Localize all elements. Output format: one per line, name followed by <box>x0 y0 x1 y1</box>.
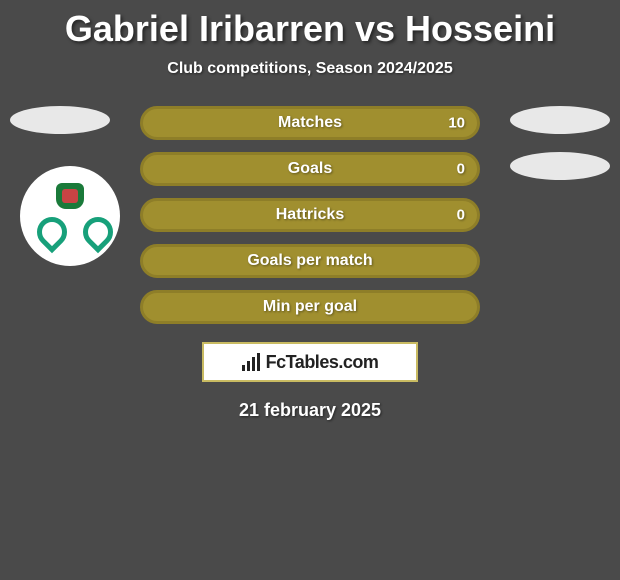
page-subtitle: Club competitions, Season 2024/2025 <box>0 60 620 78</box>
stat-bar-matches: Matches 10 <box>140 106 480 140</box>
stat-label: Goals <box>288 160 332 178</box>
stat-bar-min-per-goal: Min per goal <box>140 290 480 324</box>
team-badge-graphic <box>35 181 105 251</box>
stat-bar-hattricks: Hattricks 0 <box>140 198 480 232</box>
stat-bars: Matches 10 Goals 0 Hattricks 0 Goals per… <box>140 106 480 324</box>
stat-label: Hattricks <box>276 206 344 224</box>
stat-bar-goals: Goals 0 <box>140 152 480 186</box>
stat-label: Matches <box>278 114 342 132</box>
brand-box: FcTables.com <box>202 342 418 382</box>
pin-icon <box>83 217 103 245</box>
stat-value-right: 0 <box>457 161 465 178</box>
page-title: Gabriel Iribarren vs Hosseini <box>0 0 620 50</box>
stat-bar-goals-per-match: Goals per match <box>140 244 480 278</box>
stat-label: Goals per match <box>247 252 372 270</box>
brand-text: FcTables.com <box>266 352 379 373</box>
placeholder-oval-left <box>10 106 110 134</box>
shield-icon <box>56 183 84 209</box>
bar-chart-icon <box>242 353 260 371</box>
stats-area: Matches 10 Goals 0 Hattricks 0 Goals per… <box>0 106 620 324</box>
date-text: 21 february 2025 <box>0 400 620 421</box>
team-badge-left <box>20 166 120 266</box>
stat-label: Min per goal <box>263 298 357 316</box>
pin-icon <box>37 217 57 245</box>
placeholder-oval-right-1 <box>510 106 610 134</box>
stat-value-right: 10 <box>448 115 465 132</box>
stat-value-right: 0 <box>457 207 465 224</box>
placeholder-oval-right-2 <box>510 152 610 180</box>
